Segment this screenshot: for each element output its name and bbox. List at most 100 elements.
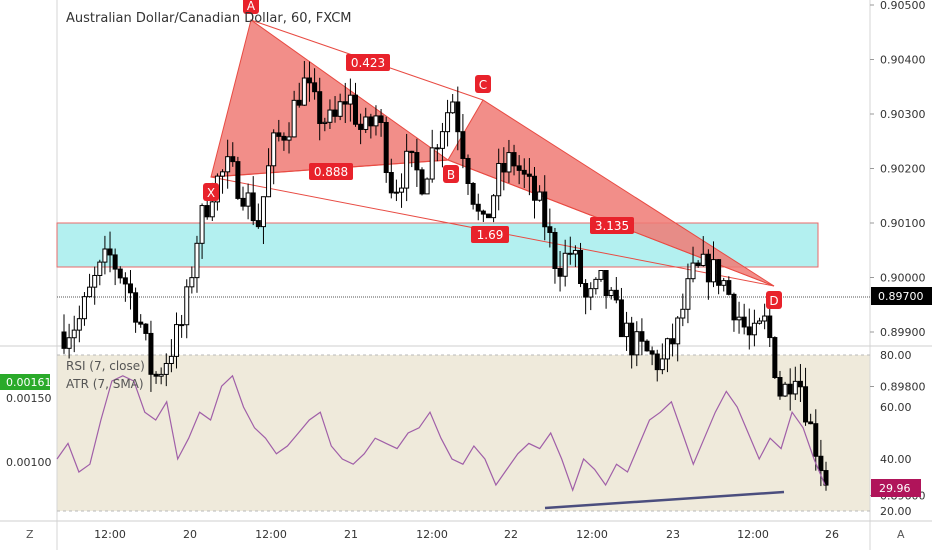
point-label-x[interactable]: X bbox=[203, 183, 219, 201]
ratio-label-xb: 0.888 bbox=[309, 163, 353, 180]
candle-down bbox=[521, 169, 527, 175]
point-label-c[interactable]: C bbox=[475, 75, 491, 93]
candle-down bbox=[383, 121, 389, 174]
rsi-value-text: 29.96 bbox=[879, 482, 911, 495]
ratio-text-ac: 0.423 bbox=[351, 56, 385, 70]
candle-up bbox=[593, 278, 599, 290]
candle-up bbox=[608, 289, 614, 297]
candle-down bbox=[112, 254, 118, 270]
candle-up bbox=[675, 317, 681, 345]
candle-up bbox=[757, 320, 763, 324]
rsi-axis[interactable]: 80.00 60.00 40.00 20.00 bbox=[880, 349, 912, 518]
price-tick-label: 0.90000 bbox=[880, 272, 926, 285]
candle-down bbox=[342, 101, 348, 105]
point-label-a[interactable]: A bbox=[243, 0, 259, 14]
rsi-tick-label: 60.00 bbox=[880, 401, 912, 414]
candle-up bbox=[347, 94, 353, 105]
point-label-b[interactable]: B bbox=[443, 165, 459, 183]
point-text-a: A bbox=[247, 0, 256, 13]
candle-down bbox=[480, 210, 486, 215]
candle-up bbox=[163, 362, 169, 375]
time-tick-label: 26 bbox=[825, 528, 839, 541]
price-tick-label: 0.90400 bbox=[880, 54, 926, 67]
candle-down bbox=[281, 135, 287, 141]
candle-up bbox=[102, 248, 108, 263]
candle-up bbox=[184, 286, 190, 326]
candle-down bbox=[250, 192, 256, 222]
candle-down bbox=[133, 292, 139, 323]
candle-up bbox=[700, 253, 706, 266]
candle-up bbox=[301, 77, 307, 106]
current-price-badge: 0.89700 bbox=[871, 287, 932, 305]
time-tick-label: 12:00 bbox=[94, 528, 126, 541]
candle-down bbox=[777, 377, 783, 397]
ratio-label-ac: 0.423 bbox=[346, 54, 390, 71]
candle-up bbox=[792, 380, 798, 395]
candle-down bbox=[654, 353, 660, 371]
candle-down bbox=[613, 289, 619, 301]
candle-up bbox=[782, 383, 788, 397]
candle-up bbox=[87, 286, 93, 298]
rsi-trendline[interactable] bbox=[544, 490, 785, 510]
candle-up bbox=[373, 115, 379, 127]
rsi-tick-label: 40.00 bbox=[880, 453, 912, 466]
candle-down bbox=[695, 262, 701, 266]
candle-down bbox=[813, 423, 819, 457]
candle-up bbox=[491, 195, 497, 219]
ratio-label-xd: 1.69 bbox=[471, 226, 509, 243]
candle-down bbox=[455, 101, 461, 133]
candle-down bbox=[296, 99, 302, 106]
candle-up bbox=[92, 274, 98, 288]
candle-down bbox=[143, 323, 149, 334]
candle-up bbox=[562, 252, 568, 277]
point-label-d[interactable]: D bbox=[766, 291, 782, 309]
candle-down bbox=[204, 205, 210, 218]
candle-up bbox=[291, 99, 297, 138]
candle-down bbox=[127, 283, 133, 294]
candle-up bbox=[634, 331, 640, 356]
candle-down bbox=[823, 470, 829, 486]
candle-down bbox=[603, 270, 609, 297]
candle-down bbox=[705, 253, 711, 283]
candle-down bbox=[153, 373, 159, 377]
candle-down bbox=[583, 282, 589, 298]
candle-down bbox=[475, 203, 481, 212]
candle-down bbox=[746, 326, 752, 336]
candle-up bbox=[337, 101, 343, 117]
current-price-badge-bg bbox=[871, 287, 932, 305]
candle-down bbox=[138, 321, 144, 325]
candle-up bbox=[266, 165, 272, 198]
candle-down bbox=[306, 77, 312, 84]
candle-down bbox=[312, 82, 318, 93]
candle-down bbox=[470, 182, 476, 205]
candle-up bbox=[363, 116, 369, 130]
price-tick-label: 0.90300 bbox=[880, 108, 926, 121]
timezone-button[interactable]: Z bbox=[26, 528, 34, 541]
candle-up bbox=[399, 187, 405, 193]
candle-up bbox=[97, 261, 103, 276]
candle-down bbox=[716, 259, 722, 286]
candle-down bbox=[670, 338, 676, 345]
candle-up bbox=[245, 192, 251, 207]
chart-title: Australian Dollar/Canadian Dollar, 60, F… bbox=[66, 11, 352, 26]
candle-down bbox=[726, 280, 732, 295]
candle-down bbox=[388, 172, 394, 194]
candle-down bbox=[332, 109, 338, 117]
candle-up bbox=[598, 270, 604, 280]
candle-down bbox=[803, 386, 809, 423]
time-tick-label: 12:00 bbox=[255, 528, 287, 541]
candle-up bbox=[624, 322, 630, 338]
candle-down bbox=[772, 337, 778, 379]
rsi-line bbox=[56, 374, 826, 493]
time-axis[interactable]: 12:00 20 12:00 21 12:00 22 12:00 23 12:00 26 bbox=[94, 528, 839, 541]
candle-down bbox=[629, 322, 635, 356]
candle-down bbox=[409, 150, 415, 154]
candle-down bbox=[107, 248, 113, 256]
candle-up bbox=[66, 337, 72, 349]
candle-down bbox=[639, 331, 645, 342]
auto-scale-button[interactable]: A bbox=[897, 528, 905, 541]
candle-down bbox=[368, 116, 374, 127]
candle-down bbox=[148, 332, 154, 375]
point-text-d: D bbox=[769, 294, 778, 308]
